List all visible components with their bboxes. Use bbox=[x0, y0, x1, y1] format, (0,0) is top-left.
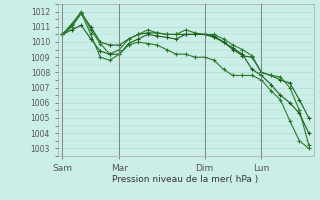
X-axis label: Pression niveau de la mer( hPa ): Pression niveau de la mer( hPa ) bbox=[112, 175, 259, 184]
